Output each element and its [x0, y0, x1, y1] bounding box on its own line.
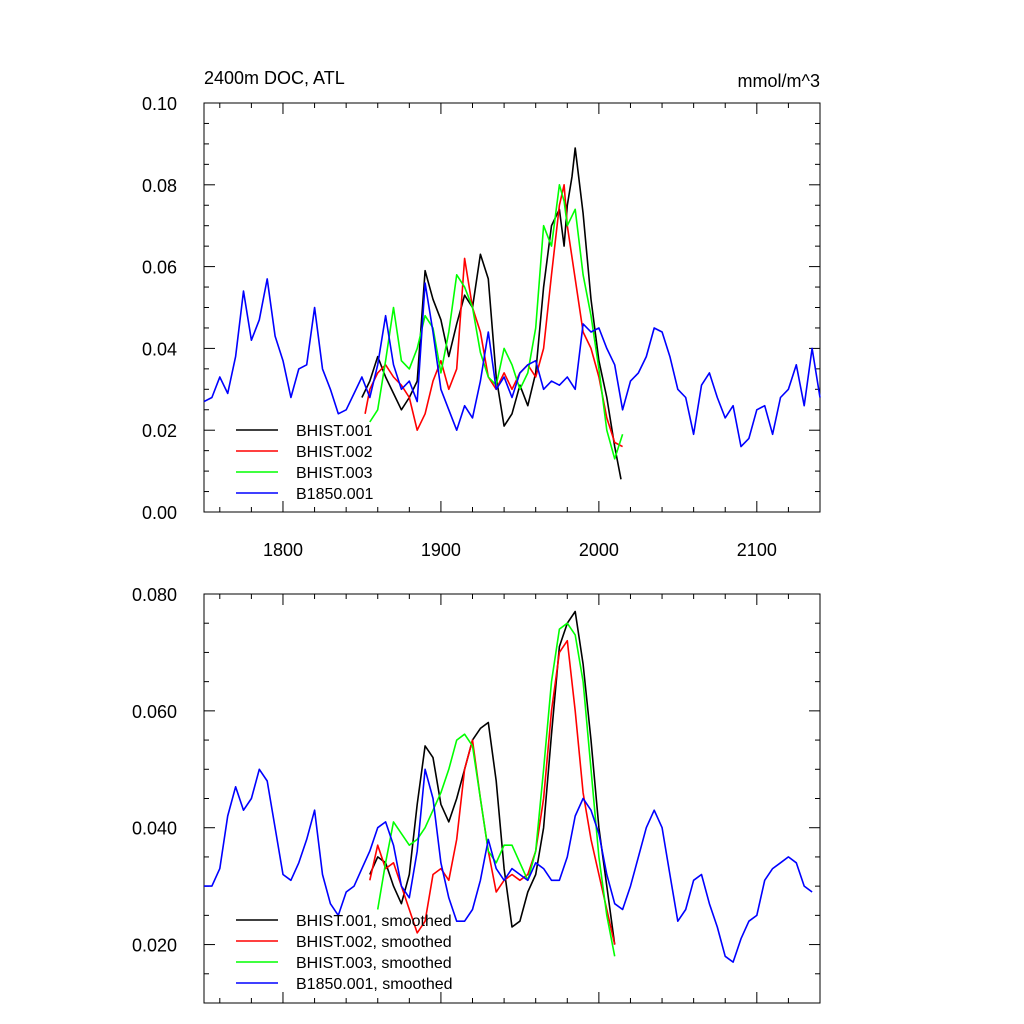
chart1-y-tick-label: 0.080: [132, 585, 177, 605]
chart0-legend-label: B1850.001: [296, 486, 374, 503]
chart1-legend-label: BHIST.003, smoothed: [296, 955, 452, 972]
chart0-x-tick-label: 1900: [421, 540, 461, 560]
chart1-legend-label: B1850.001, smoothed: [296, 976, 453, 993]
chart0-y-tick-label: 0.00: [142, 503, 177, 523]
chart0-legend-label: BHIST.003: [296, 465, 373, 482]
chart0-legend-label: BHIST.002: [296, 444, 373, 461]
top-panel: 2400m DOC, ATL mmol/m^3 1800 1900 2000 2100…: [142, 68, 821, 560]
chart0-y-tick-label: 0.10: [142, 94, 177, 114]
chart0-y-tick-label: 0.04: [142, 339, 177, 359]
chart1-series-line-3: [376, 622, 616, 957]
chart0-legend-label: BHIST.001: [296, 423, 373, 440]
chart1-series-line-4: [204, 768, 813, 963]
chart1-y-tick-label: 0.040: [132, 819, 177, 839]
top-plot-area: 1800 1900 2000 2100 0.00 0.02 0.04 0.06 0.08 0.10…: [142, 94, 821, 560]
chart1-y-tick-label: 0.020: [132, 936, 177, 956]
chart0-y-tick-label: 0.06: [142, 258, 177, 278]
chart0-x-tick-label: 2100: [737, 540, 777, 560]
bottom-panel: 0.020 0.040 0.060 0.080 BHIST.001, smoothed B…: [132, 585, 821, 1004]
chart1-legend-label: BHIST.001, smoothed: [296, 913, 452, 930]
chart0-x-tick-label: 2000: [579, 540, 619, 560]
chart0-x-tick-label: 1800: [263, 540, 303, 560]
chart0-series-line-1: [361, 147, 622, 480]
top-chart-units: mmol/m^3: [738, 71, 820, 91]
chart1-legend-label: BHIST.002, smoothed: [296, 934, 452, 951]
chart1-y-tick-label: 0.060: [132, 702, 177, 722]
top-chart-title: 2400m DOC, ATL: [204, 68, 345, 88]
chart1-series-line-1: [369, 610, 616, 945]
chart0-series-line-4: [203, 278, 821, 448]
bottom-plot-area: 0.020 0.040 0.060 0.080 BHIST.001, smoothed B…: [132, 585, 821, 1004]
chart0-y-tick-label: 0.02: [142, 421, 177, 441]
chart0-series-line-3: [369, 184, 624, 460]
chart0-y-tick-label: 0.08: [142, 176, 177, 196]
chart1-series-line-2: [369, 639, 616, 945]
